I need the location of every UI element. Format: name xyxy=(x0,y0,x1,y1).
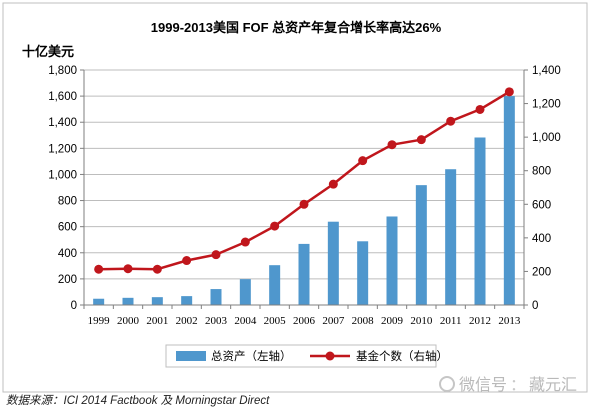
line-marker xyxy=(504,87,514,97)
y-right-tick-label: 0 xyxy=(532,300,538,312)
x-tick-label: 2010 xyxy=(410,315,433,327)
x-tick-label: 2009 xyxy=(381,315,404,327)
line-marker xyxy=(446,116,456,126)
y-right-tick-label: 1,400 xyxy=(532,65,561,77)
bar xyxy=(474,137,486,305)
line-marker xyxy=(182,256,192,266)
x-tick-label: 2007 xyxy=(322,315,345,327)
y-left-tick-label: 400 xyxy=(58,248,77,260)
line-marker xyxy=(94,264,104,274)
watermark-separator: ： xyxy=(509,375,526,394)
line-marker xyxy=(270,221,280,231)
y-right-tick-label: 400 xyxy=(532,233,551,245)
legend-swatch-bar xyxy=(176,351,206,361)
chart: 1999-2013美国 FOF 总资产年复合增长率高达26%十亿美元020040… xyxy=(2,2,588,393)
line-marker xyxy=(416,135,426,145)
line-marker xyxy=(387,140,397,150)
x-tick-label: 2012 xyxy=(469,315,491,327)
bar xyxy=(151,297,163,305)
y-right-tick-label: 1,000 xyxy=(532,132,561,144)
watermark-text-1: 微信号 xyxy=(458,375,507,394)
y-left-tick-label: 1,000 xyxy=(48,169,77,181)
x-tick-label: 1999 xyxy=(88,315,111,327)
y-right-tick-label: 800 xyxy=(532,166,551,178)
bar xyxy=(239,279,251,305)
bar xyxy=(357,241,369,305)
wechat-logo-icon xyxy=(438,376,455,392)
x-tick-label: 2000 xyxy=(117,315,140,327)
x-tick-label: 2002 xyxy=(176,315,198,327)
y-left-tick-label: 0 xyxy=(71,300,77,312)
line-marker xyxy=(240,237,250,247)
y-left-tick-label: 1,800 xyxy=(48,65,77,77)
y-left-tick-label: 1,600 xyxy=(48,91,77,103)
x-tick-label: 2005 xyxy=(264,315,287,327)
x-tick-label: 2001 xyxy=(146,315,168,327)
bar xyxy=(415,185,427,305)
chart-title: 1999-2013美国 FOF 总资产年复合增长率高达26% xyxy=(151,20,442,35)
x-tick-label: 2003 xyxy=(205,315,228,327)
watermark: 微信号：藏元汇 xyxy=(438,371,577,395)
bar xyxy=(445,169,457,305)
watermark-text-2: 藏元汇 xyxy=(528,375,577,394)
line-marker xyxy=(475,104,485,114)
bar xyxy=(298,243,310,305)
x-tick-label: 2006 xyxy=(293,315,316,327)
bar xyxy=(386,216,398,305)
x-tick-label: 2004 xyxy=(234,315,257,327)
bar xyxy=(122,297,134,305)
x-tick-label: 2013 xyxy=(498,315,521,327)
y-left-tick-label: 600 xyxy=(58,222,77,234)
x-tick-label: 2008 xyxy=(352,315,375,327)
y-left-tick-label: 1,200 xyxy=(48,143,77,155)
line-marker xyxy=(328,179,338,189)
line-marker xyxy=(299,199,309,209)
line-marker xyxy=(152,264,162,274)
bar xyxy=(93,298,105,305)
legend-label-line: 基金个数（右轴） xyxy=(356,349,448,363)
y-right-tick-label: 200 xyxy=(532,266,551,278)
legend-label-bar: 总资产（左轴） xyxy=(211,349,292,363)
y-right-tick-label: 600 xyxy=(532,199,551,211)
y-left-tick-label: 800 xyxy=(58,196,77,208)
line-marker xyxy=(358,156,368,166)
legend-swatch-marker xyxy=(325,351,335,361)
bar xyxy=(181,296,193,305)
line-marker xyxy=(123,264,133,274)
bar xyxy=(269,265,281,305)
y-left-tick-label: 200 xyxy=(58,274,77,286)
line-marker xyxy=(211,250,221,260)
x-tick-label: 2011 xyxy=(440,315,462,327)
source-note: 数据来源：ICI 2014 Factbook 及 Morningstar Dir… xyxy=(6,395,270,407)
bar xyxy=(327,221,339,305)
y-left-tick-label: 1,400 xyxy=(48,117,77,129)
y-right-tick-label: 1,200 xyxy=(532,99,561,111)
chart-frame: 1999-2013美国 FOF 总资产年复合增长率高达26% 十亿美元 0 200 40… xyxy=(2,2,588,393)
legend-box xyxy=(165,344,437,368)
bar xyxy=(210,289,222,305)
outer-border xyxy=(2,2,588,393)
bar xyxy=(503,96,515,305)
y-axis-left-label: 十亿美元 xyxy=(22,44,74,59)
